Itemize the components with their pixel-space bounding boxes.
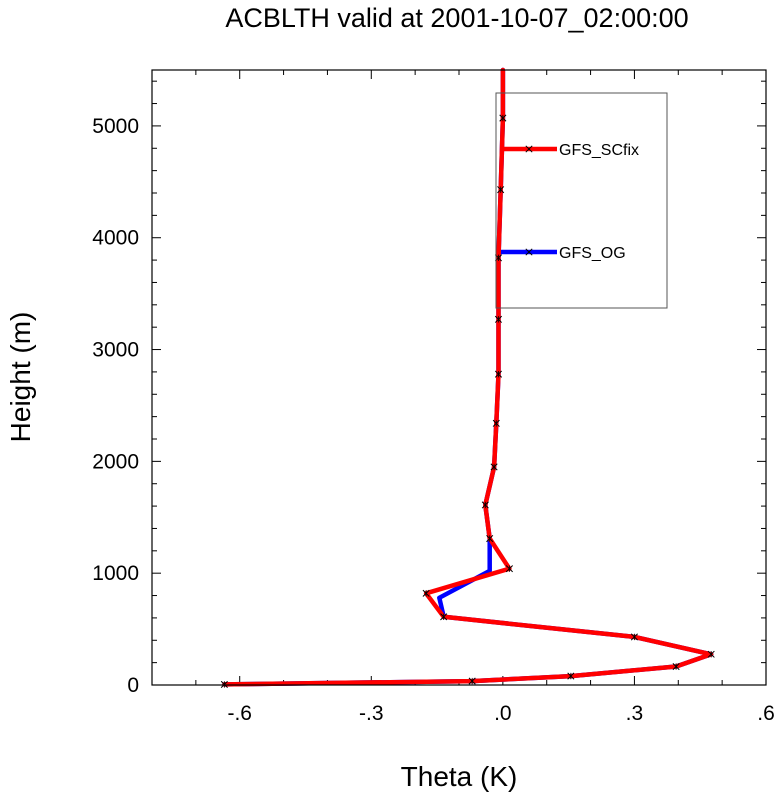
- data-point-marker: [494, 370, 503, 378]
- data-point-marker: [497, 186, 505, 194]
- legend-marker: [525, 248, 533, 256]
- y-tick-label: 2000: [92, 450, 139, 473]
- data-point-marker: [567, 672, 575, 680]
- data-point-marker: [486, 534, 494, 543]
- series-line-GFS_SCfix: [222, 67, 714, 687]
- data-point-marker: [707, 650, 715, 658]
- data-point-marker: [672, 662, 680, 671]
- legend: GFS_SCfix GFS_OG: [495, 92, 668, 309]
- data-point-marker: [422, 589, 430, 597]
- legend-label: GFS_SCfix: [559, 142, 639, 159]
- legend-box: [495, 92, 668, 309]
- data-point-marker: [490, 463, 498, 471]
- y-axis-label: Height (m): [5, 312, 36, 443]
- data-point-marker: [630, 633, 638, 641]
- data-point-marker: [499, 114, 507, 122]
- x-tick-label: .3: [626, 702, 644, 725]
- x-axis-label: Theta (K): [401, 761, 518, 792]
- y-tick-label: 0: [127, 674, 139, 697]
- data-point-marker: [494, 315, 503, 323]
- series-layer: [220, 67, 715, 688]
- y-tick-label: 3000: [92, 339, 139, 362]
- series-line-GFS_OG: [222, 67, 714, 687]
- data-point-marker: [481, 501, 489, 509]
- data-point-marker: [440, 613, 448, 621]
- data-point-marker: [468, 677, 476, 685]
- x-tick-label: .0: [494, 702, 512, 725]
- data-point-marker: [505, 565, 513, 573]
- axis-ticks: -.6 -.3 .0 .3 .6 0 1000 2000 3000 4000 5000: [92, 70, 775, 725]
- legend-marker: [525, 145, 533, 153]
- y-tick-label: 4000: [92, 227, 139, 250]
- legend-label: GFS_OG: [559, 245, 626, 262]
- chart-title: ACBLTH valid at 2001-10-07_02:00:00: [225, 3, 688, 33]
- y-tick-label: 5000: [92, 115, 139, 138]
- y-tick-label: 1000: [92, 562, 139, 585]
- x-tick-label: -.6: [227, 702, 252, 725]
- x-tick-label: -.3: [359, 702, 384, 725]
- data-point-marker: [492, 419, 500, 427]
- x-tick-label: .6: [757, 702, 775, 725]
- plot-frame: [151, 69, 767, 686]
